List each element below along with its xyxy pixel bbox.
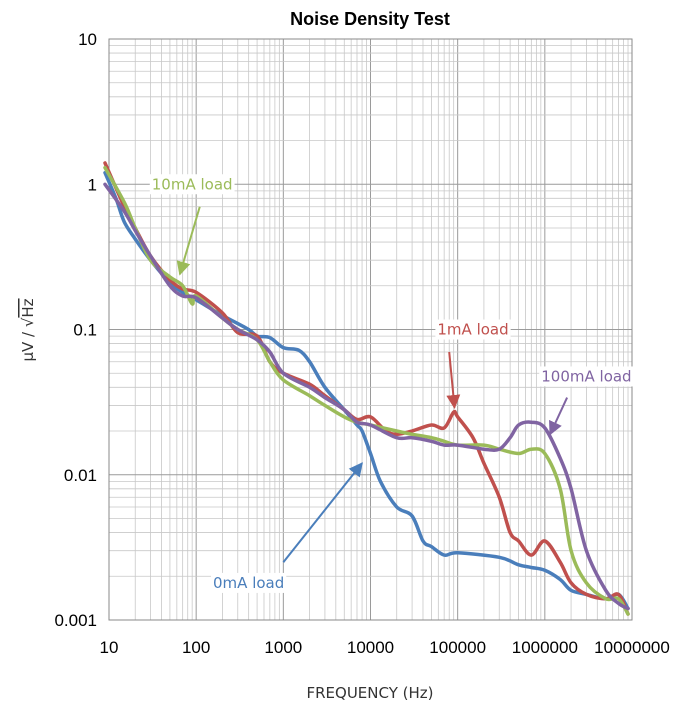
x-tick-label: 10000 <box>347 638 394 657</box>
x-tick-label: 10000000 <box>594 638 670 657</box>
series-line-1ma-load <box>103 161 630 616</box>
annotation-arrow-1ma-load <box>446 351 461 409</box>
x-tick-label: 100000 <box>429 638 486 657</box>
annotation-arrow-0ma-load <box>282 462 363 563</box>
y-tick-label: 10 <box>78 30 97 49</box>
y-axis-label-radicand: Hz <box>19 298 37 317</box>
series-line-100ma-load <box>103 182 630 611</box>
y-axis-label-prefix: µV / √ <box>19 317 37 361</box>
annotation-background-1ma-load <box>435 319 511 340</box>
y-tick-label: 0.1 <box>73 321 97 340</box>
x-axis-label: FREQUENCY (Hz) <box>306 684 433 702</box>
svg-text:µV / √Hz: µV / √Hz <box>19 298 37 361</box>
annotation-label-1ma-load: 1mA load <box>437 321 508 339</box>
x-tick-label: 1000 <box>264 638 302 657</box>
grid <box>108 38 633 621</box>
series-line-0ma-load <box>103 170 630 611</box>
annotation-layer: 10mA load 1mA load 100mA load 0mA load <box>149 174 634 593</box>
y-tick-label: 1 <box>88 175 97 194</box>
annotation-label-100ma-load: 100mA load <box>541 367 631 385</box>
y-axis-label: µV / √Hz <box>19 298 37 361</box>
annotation-background-100ma-load <box>539 366 634 387</box>
annotation-arrow-100ma-load <box>549 397 568 436</box>
x-tick-label: 10 <box>100 638 119 657</box>
tick-labels: 10 100 1000 10000 100000 1000000 10000000 0.001… <box>54 30 669 657</box>
annotation-arrow-10ma-load <box>176 206 201 276</box>
annotation-background-10ma-load <box>149 174 235 195</box>
plot-frame <box>108 38 633 621</box>
annotation-label-0ma-load: 0mA load <box>213 574 284 592</box>
y-tick-label: 0.01 <box>64 466 97 485</box>
y-tick-label: 0.001 <box>54 611 97 630</box>
annotation-background-0ma-load <box>211 572 287 593</box>
series-layer <box>103 161 630 616</box>
x-tick-label: 1000000 <box>512 638 578 657</box>
x-tick-label: 100 <box>182 638 210 657</box>
chart-title: Noise Density Test <box>290 9 450 29</box>
annotation-label-10ma-load: 10mA load <box>152 175 233 193</box>
